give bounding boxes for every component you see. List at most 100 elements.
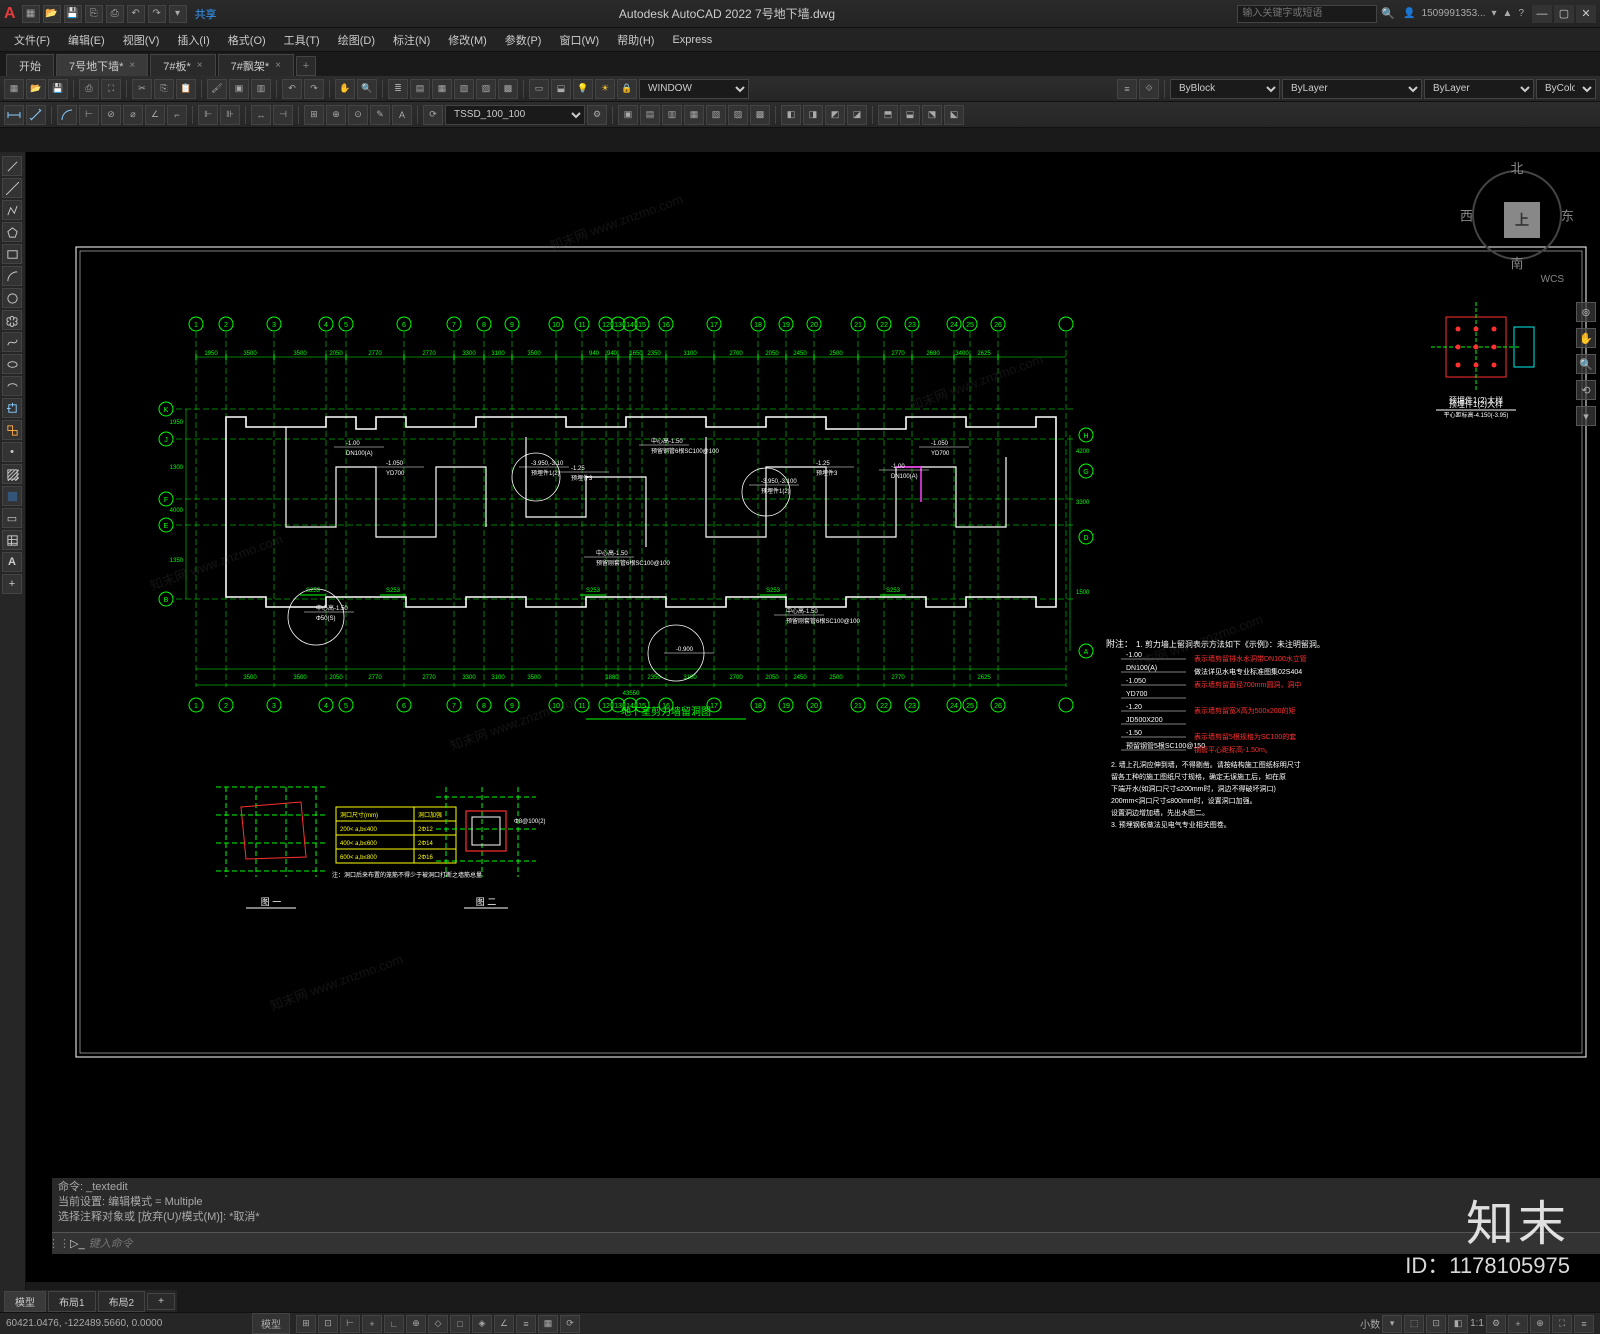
menu-帮助(H)[interactable]: 帮助(H) — [609, 30, 662, 50]
dim-arc-icon[interactable] — [57, 105, 77, 125]
st-r7-icon[interactable]: ⊕ — [1530, 1315, 1550, 1333]
layout-tab[interactable]: 布局2 — [98, 1291, 146, 1312]
tb-prop-icon[interactable]: ≣ — [388, 79, 408, 99]
arc-icon[interactable] — [2, 266, 22, 286]
tb-zoom-icon[interactable]: 🔍 — [357, 79, 377, 99]
tab-close-icon[interactable]: × — [197, 60, 203, 71]
ellipse-icon[interactable] — [2, 354, 22, 374]
layer-tool-icon[interactable]: ⟐ — [1139, 79, 1159, 99]
t2-c-icon[interactable]: ▥ — [662, 105, 682, 125]
dim-base-icon[interactable]: ⊩ — [198, 105, 218, 125]
viewcube-w[interactable]: 西 — [1460, 206, 1473, 225]
drawing-canvas[interactable]: 1122334455667788991010111112121313141415… — [26, 152, 1600, 1282]
dim-cont-icon[interactable]: ⊪ — [220, 105, 240, 125]
dimstyle-icon[interactable]: ⚙ — [587, 105, 607, 125]
revcloud-icon[interactable] — [2, 310, 22, 330]
tab-close-icon[interactable]: × — [275, 60, 281, 71]
dim-ord-icon[interactable]: ⊢ — [79, 105, 99, 125]
st-lw-icon[interactable]: ≡ — [516, 1315, 536, 1333]
dim-jog-icon[interactable]: ⌐ — [167, 105, 187, 125]
dim-upd-icon[interactable]: ⟳ — [423, 105, 443, 125]
viewcube-e[interactable]: 东 — [1561, 206, 1574, 225]
qat-new-icon[interactable]: ▦ — [22, 5, 40, 23]
layer-lock-icon[interactable]: 🔒 — [617, 79, 637, 99]
t2-i-icon[interactable]: ◨ — [803, 105, 823, 125]
dim-break-icon[interactable]: ⊣ — [273, 105, 293, 125]
user-icon[interactable]: 👤 — [1403, 8, 1415, 19]
menu-格式(O)[interactable]: 格式(O) — [220, 30, 274, 50]
st-r3-icon[interactable]: ⊡ — [1426, 1315, 1446, 1333]
wcs-label[interactable]: WCS — [1541, 274, 1564, 285]
st-dyn-icon[interactable]: + — [362, 1315, 382, 1333]
menu-工具(T)[interactable]: 工具(T) — [276, 30, 328, 50]
tb-open-icon[interactable]: 📂 — [26, 79, 46, 99]
file-tab[interactable]: 7#飘架*× — [218, 54, 294, 76]
st-trans-icon[interactable]: ▦ — [538, 1315, 558, 1333]
tb-dc-icon[interactable]: ▤ — [410, 79, 430, 99]
user-dropdown-icon[interactable]: ▾ — [1492, 8, 1497, 19]
st-snap-icon[interactable]: ⊡ — [318, 1315, 338, 1333]
viewcube[interactable]: 上 北 南 东 西 — [1462, 160, 1572, 270]
tb-redo-icon[interactable]: ↷ — [304, 79, 324, 99]
layout-add-button[interactable]: + — [147, 1293, 175, 1310]
share-button[interactable]: 共享 — [195, 6, 217, 22]
st-r4-icon[interactable]: ◧ — [1448, 1315, 1468, 1333]
status-units[interactable]: 小数 — [1360, 1316, 1380, 1331]
menu-修改(M)[interactable]: 修改(M) — [440, 30, 495, 50]
dim-space-icon[interactable]: ↔ — [251, 105, 271, 125]
qat-plot-icon[interactable]: ⎙ — [106, 5, 124, 23]
window-select[interactable]: WINDOW — [639, 79, 749, 99]
st-iso-icon[interactable]: ◇ — [428, 1315, 448, 1333]
tb-b2-icon[interactable]: ▥ — [251, 79, 271, 99]
st-otrack-icon[interactable]: ∠ — [494, 1315, 514, 1333]
layer-mgr-icon[interactable]: ≡ — [1117, 79, 1137, 99]
tb-pan-icon[interactable]: ✋ — [335, 79, 355, 99]
polygon-icon[interactable] — [2, 222, 22, 242]
table-icon[interactable] — [2, 530, 22, 550]
qat-more-icon[interactable]: ▾ — [169, 5, 187, 23]
qat-saveas-icon[interactable]: ⎘ — [85, 5, 103, 23]
block-icon[interactable] — [2, 420, 22, 440]
dim-tedit-icon[interactable]: A — [392, 105, 412, 125]
menu-编辑(E)[interactable]: 编辑(E) — [60, 30, 113, 50]
line-icon[interactable] — [2, 156, 22, 176]
tb-undo-icon[interactable]: ↶ — [282, 79, 302, 99]
nav-show-icon[interactable]: ▾ — [1576, 406, 1596, 426]
tol-icon[interactable]: ⊞ — [304, 105, 324, 125]
nav-zoom-icon[interactable]: 🔍 — [1576, 354, 1596, 374]
xline-icon[interactable] — [2, 178, 22, 198]
rectangle-icon[interactable] — [2, 244, 22, 264]
new-tab-button[interactable]: + — [296, 56, 316, 76]
st-r6-icon[interactable]: + — [1508, 1315, 1528, 1333]
menu-插入(I)[interactable]: 插入(I) — [169, 30, 217, 50]
start-tab[interactable]: 开始 — [6, 54, 54, 76]
st-cycle-icon[interactable]: ⟳ — [560, 1315, 580, 1333]
layer-sun-icon[interactable]: ☀ — [595, 79, 615, 99]
tb-paste-icon[interactable]: 📋 — [176, 79, 196, 99]
user-name[interactable]: 1509991353... — [1422, 8, 1486, 19]
viewcube-s[interactable]: 南 — [1510, 253, 1523, 272]
st-osnap-icon[interactable]: □ — [450, 1315, 470, 1333]
nav-wheel-icon[interactable]: ⊚ — [1576, 302, 1596, 322]
tb-print-icon[interactable]: ⎙ — [79, 79, 99, 99]
file-tab[interactable]: 7号地下墙*× — [56, 54, 148, 76]
t2-b-icon[interactable]: ▤ — [640, 105, 660, 125]
linetype-select[interactable]: ByLayer — [1282, 79, 1422, 99]
layout-tab[interactable]: 模型 — [4, 1291, 46, 1312]
viewcube-top[interactable]: 上 — [1504, 202, 1540, 238]
insp-icon[interactable]: ⊙ — [348, 105, 368, 125]
tb-block-icon[interactable]: ▣ — [229, 79, 249, 99]
menu-视图(V)[interactable]: 视图(V) — [115, 30, 168, 50]
dim-ang-icon[interactable]: ∠ — [145, 105, 165, 125]
status-scale[interactable]: 1:1 — [1470, 1318, 1484, 1329]
st-r1-icon[interactable]: ▾ — [1382, 1315, 1402, 1333]
addsel-icon[interactable]: + — [2, 574, 22, 594]
st-grid-icon[interactable]: ⊞ — [296, 1315, 316, 1333]
point-icon[interactable]: • — [2, 442, 22, 462]
help-search-input[interactable] — [1237, 5, 1377, 23]
minimize-button[interactable]: — — [1532, 5, 1552, 23]
st-r9-icon[interactable]: ≡ — [1574, 1315, 1594, 1333]
t2-n-icon[interactable]: ⬔ — [922, 105, 942, 125]
help-icon[interactable]: ? — [1518, 8, 1524, 19]
t2-k-icon[interactable]: ◪ — [847, 105, 867, 125]
